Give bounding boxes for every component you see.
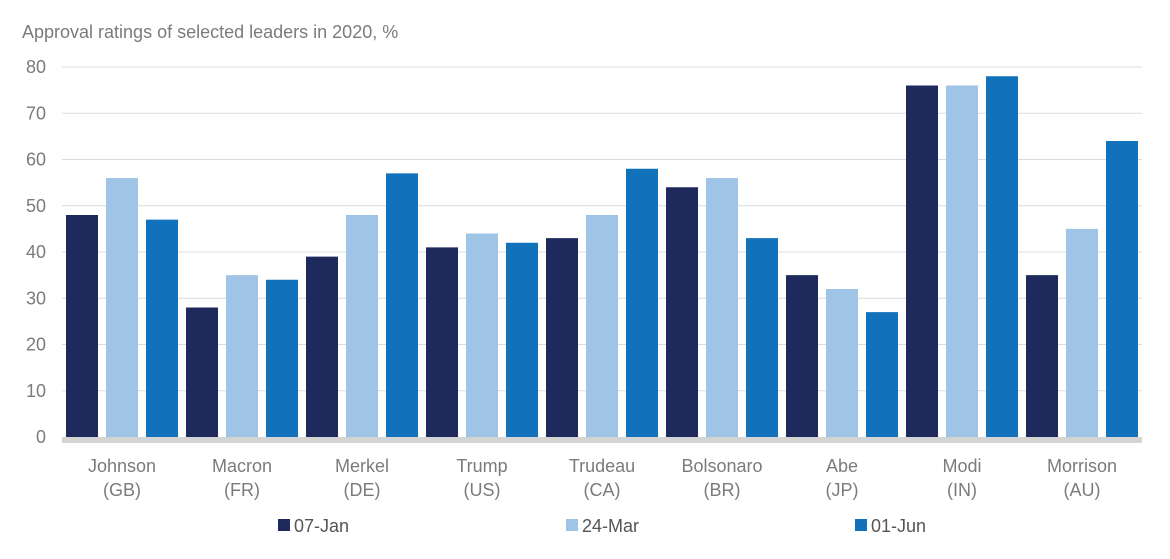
category-sublabel: (FR): [224, 480, 260, 500]
bar-07-jan: [306, 256, 338, 437]
category-label: Trump: [456, 456, 507, 476]
bar-07-jan: [546, 238, 578, 437]
bar-01-jun: [986, 76, 1018, 437]
legend-swatch: [278, 519, 290, 531]
bar-01-jun: [146, 219, 178, 437]
y-tick-label: 10: [26, 381, 46, 401]
category-sublabel: (AU): [1064, 480, 1101, 500]
y-tick-label: 70: [26, 103, 46, 123]
y-tick-label: 50: [26, 196, 46, 216]
y-tick-label: 40: [26, 242, 46, 262]
category-label: Abe: [826, 456, 858, 476]
x-axis-categories: Johnson (GB) Macron (FR) Merkel (DE) Trump (US)…: [88, 456, 1117, 500]
bar-24-mar: [706, 178, 738, 437]
category-label: Morrison: [1047, 456, 1117, 476]
bar-01-jun: [866, 312, 898, 437]
legend: 07-Jan 24-Mar 01-Jun: [278, 516, 926, 536]
bar-07-jan: [186, 307, 218, 437]
bar-24-mar: [226, 275, 258, 437]
category-sublabel: (BR): [704, 480, 741, 500]
legend-label: 01-Jun: [871, 516, 926, 536]
x-axis-baseline: [62, 437, 1142, 443]
bar-24-mar: [106, 178, 138, 437]
bar-24-mar: [466, 233, 498, 437]
bar-01-jun: [626, 168, 658, 437]
y-axis-ticks: 0 10 20 30 40 50 60 70 80: [26, 57, 46, 447]
y-tick-label: 60: [26, 150, 46, 170]
bar-07-jan: [906, 85, 938, 437]
bar-24-mar: [346, 215, 378, 437]
legend-label: 07-Jan: [294, 516, 349, 536]
bar-24-mar: [1066, 228, 1098, 437]
category-sublabel: (US): [464, 480, 501, 500]
category-label: Modi: [942, 456, 981, 476]
y-tick-label: 20: [26, 335, 46, 355]
y-tick-label: 80: [26, 57, 46, 77]
bar-01-jun: [1106, 141, 1138, 437]
bars: [66, 76, 1138, 437]
category-label: Macron: [212, 456, 272, 476]
bar-24-mar: [826, 289, 858, 437]
bar-01-jun: [266, 279, 298, 437]
category-sublabel: (DE): [344, 480, 381, 500]
bar-07-jan: [666, 187, 698, 437]
category-label: Johnson: [88, 456, 156, 476]
y-tick-label: 30: [26, 288, 46, 308]
legend-label: 24-Mar: [582, 516, 639, 536]
category-sublabel: (GB): [103, 480, 141, 500]
bar-07-jan: [1026, 275, 1058, 437]
legend-swatch: [566, 519, 578, 531]
bar-01-jun: [746, 238, 778, 437]
bar-07-jan: [786, 275, 818, 437]
bar-01-jun: [386, 173, 418, 437]
category-label: Bolsonaro: [681, 456, 762, 476]
bar-07-jan: [66, 215, 98, 437]
category-label: Trudeau: [569, 456, 635, 476]
bar-24-mar: [946, 85, 978, 437]
category-label: Merkel: [335, 456, 389, 476]
category-sublabel: (JP): [826, 480, 859, 500]
y-tick-label: 0: [36, 427, 46, 447]
bar-24-mar: [586, 215, 618, 437]
bar-01-jun: [506, 242, 538, 437]
category-sublabel: (CA): [584, 480, 621, 500]
category-sublabel: (IN): [947, 480, 977, 500]
bar-07-jan: [426, 247, 458, 437]
legend-swatch: [855, 519, 867, 531]
chart-title: Approval ratings of selected leaders in …: [22, 22, 398, 42]
